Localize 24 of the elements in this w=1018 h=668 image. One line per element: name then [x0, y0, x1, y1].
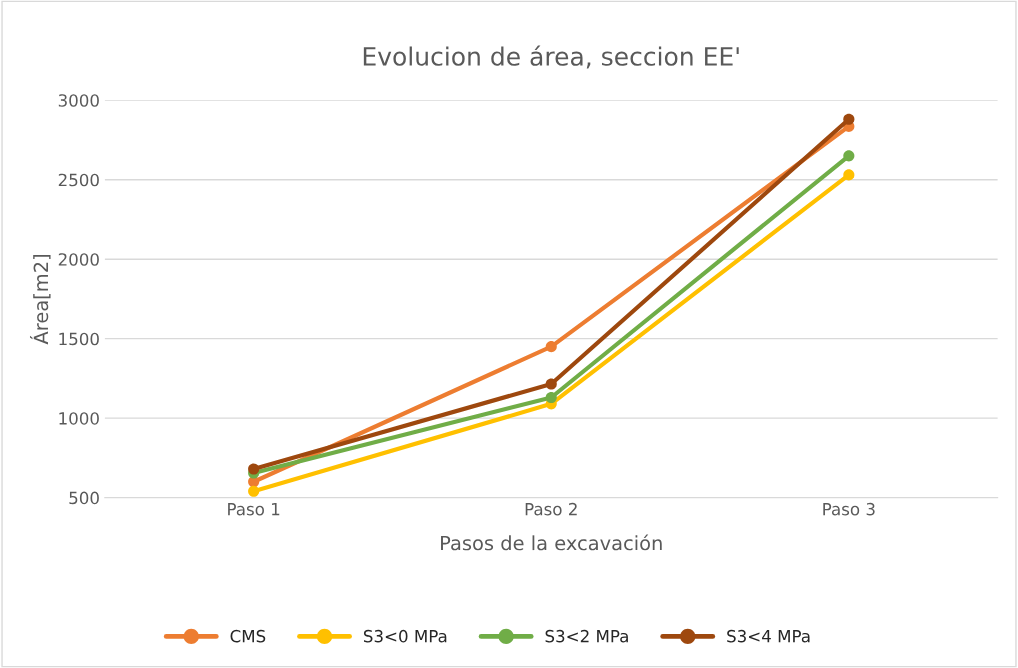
- legend-label: CMS: [230, 629, 266, 643]
- point: [545, 378, 557, 390]
- x-tick-label: Paso 3: [823, 502, 875, 516]
- point: [545, 341, 557, 353]
- point: [843, 150, 855, 162]
- y-tick-label: 1500: [59, 332, 99, 346]
- x-tick-label: Paso 1: [228, 503, 280, 516]
- point: [843, 169, 855, 181]
- legend-label: S3<0 MPa: [363, 629, 447, 643]
- point: [545, 391, 557, 404]
- point: [248, 463, 260, 475]
- chart-title: Evolucion de área, seccion EE': [363, 45, 739, 69]
- y-tick-label: 3000: [58, 94, 99, 107]
- x-axis-title: Pasos de la excavación: [441, 534, 662, 551]
- y-tick-label: 1000: [59, 412, 99, 425]
- y-tick-label: 500: [69, 491, 99, 505]
- y-axis-title: Área[m2]: [29, 254, 51, 345]
- y-tick-label: 2000: [58, 253, 99, 266]
- y-tick-label: 2500: [58, 173, 99, 187]
- x-tick-label: Paso 2: [525, 502, 577, 516]
- point: [248, 485, 260, 497]
- legend-label: S3<4 MPa: [727, 629, 810, 643]
- legend-label: S3<2 MPa: [545, 629, 628, 643]
- point: [843, 113, 855, 125]
